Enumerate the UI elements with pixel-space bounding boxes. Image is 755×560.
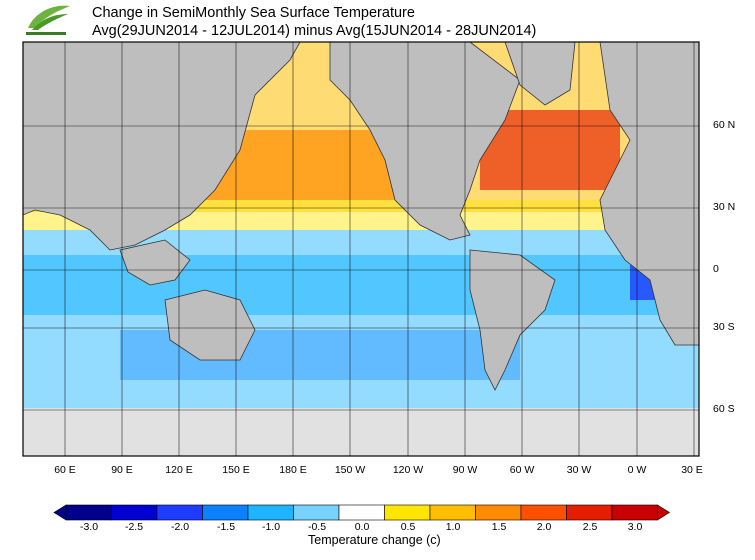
lat-label-30s: 30 S [713,321,735,333]
colorbar-swatch [475,504,522,521]
chart-subtitle: Avg(29JUN2014 - 12JUL2014) minus Avg(15J… [92,23,537,39]
colorbar-swatch [338,504,385,521]
colorbar-tick-label: 2.5 [582,521,598,533]
colorbar-title: Temperature change (c) [308,533,441,547]
land-australia [164,289,256,361]
colorbar-swatch [293,504,340,521]
colorbar-tick-label: -1.5 [216,521,236,533]
lon-label: 120 E [165,464,193,476]
colorbar [53,504,671,521]
colorbar-tick-label: -2.5 [124,521,144,533]
lon-label: 180 E [279,464,307,476]
lon-label: 90 W [452,464,478,476]
land-masses [23,42,699,391]
leaf-logo-icon [26,5,70,35]
map-frame [22,41,700,457]
colorbar-swatch [566,504,613,521]
lat-label-60s: 60 S [713,403,735,415]
colorbar-tick-label: 3.0 [627,521,643,533]
colorbar-tick-label: -2.0 [170,521,190,533]
lon-label: 0 W [627,464,647,476]
antarctic-ice [23,408,699,456]
colorbar-swatch [156,504,203,521]
chart-title: Change in SemiMonthly Sea Surface Temper… [92,5,415,21]
lat-lon-grid [23,42,699,456]
land-eurasia-east [23,42,301,251]
lon-label: 30 E [681,464,703,476]
colorbar-tick-label: 2.0 [536,521,552,533]
land-north-america [329,42,521,241]
lon-label: 60 W [509,464,535,476]
colorbar-tick-label: 0.5 [400,521,416,533]
colorbar-swatch [202,504,249,521]
colorbar-swatch [247,504,294,521]
colorbar-tick-label: -0.5 [307,521,327,533]
colorbar-tick-label: 1.5 [491,521,507,533]
lon-label: 90 E [111,464,133,476]
colorbar-tick-label: 1.0 [445,521,461,533]
colorbar-arrow-left [53,504,67,521]
colorbar-swatch [384,504,431,521]
lat-label-equator: 0 [713,263,719,275]
colorbar-swatch [611,504,658,521]
colorbar-swatch [111,504,158,521]
lon-label: 150 E [222,464,250,476]
colorbar-swatch [65,504,112,521]
colorbar-swatch [520,504,567,521]
lon-label: 120 W [392,464,424,476]
lat-label-60n: 60 N [713,119,736,131]
lon-label: 60 E [54,464,76,476]
colorbar-swatch [429,504,476,521]
land-greenland [504,42,576,106]
land-europe-africa [599,42,699,346]
lon-label: 150 W [334,464,366,476]
colorbar-tick-label: 0.0 [354,521,370,533]
land-south-america [469,249,556,391]
colorbar-tick-label: -1.0 [261,521,281,533]
lon-label: 30 W [566,464,592,476]
lat-label-30n: 30 N [713,201,736,213]
colorbar-tick-label: -3.0 [79,521,99,533]
land-southeast-asia [119,239,191,286]
colorbar-arrow-right [657,504,671,521]
